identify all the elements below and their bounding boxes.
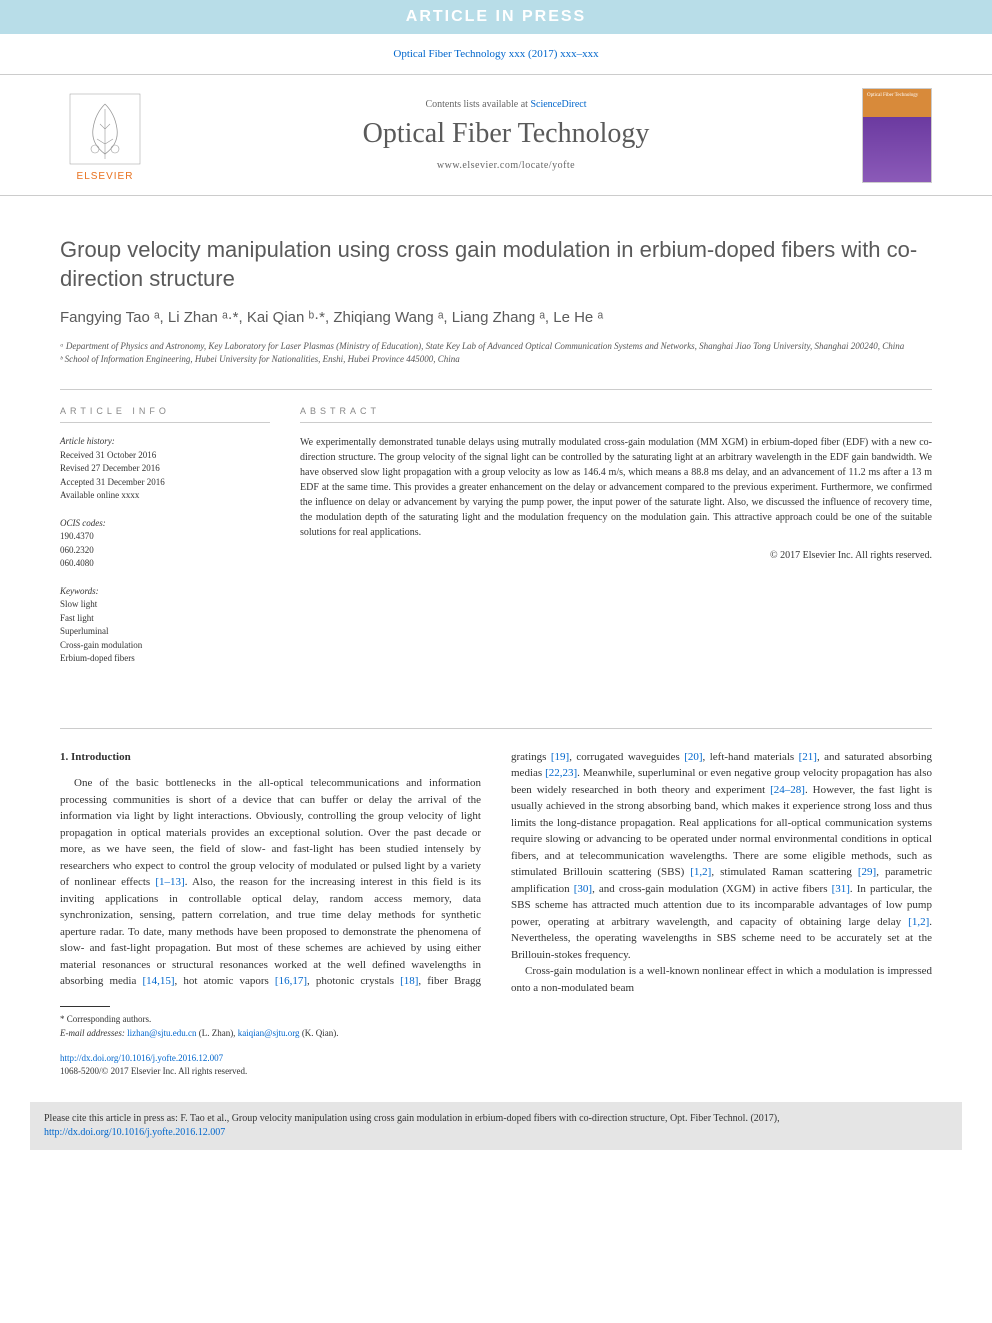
introduction-heading: 1. Introduction bbox=[60, 749, 481, 766]
keyword-4: Cross-gain modulation bbox=[60, 639, 270, 653]
citation-30[interactable]: [30] bbox=[574, 883, 592, 895]
article-info-heading: ARTICLE INFO bbox=[60, 406, 270, 423]
email-2-name: (K. Qian). bbox=[300, 1028, 339, 1038]
ocis-code-3: 060.4080 bbox=[60, 557, 270, 571]
citation-29[interactable]: [29] bbox=[858, 866, 876, 878]
abstract-heading: ABSTRACT bbox=[300, 406, 932, 423]
email-line: E-mail addresses: lizhan@sjtu.edu.cn (L.… bbox=[60, 1027, 436, 1041]
revised-date: Revised 27 December 2016 bbox=[60, 462, 270, 476]
contents-prefix: Contents lists available at bbox=[425, 99, 530, 110]
footnote-divider bbox=[60, 1006, 110, 1007]
citation-1-2[interactable]: [1,2] bbox=[690, 866, 711, 878]
header-center: Contents lists available at ScienceDirec… bbox=[150, 99, 862, 171]
issn-copyright: 1068-5200/© 2017 Elsevier Inc. All right… bbox=[60, 1065, 932, 1078]
online-date: Available online xxxx bbox=[60, 489, 270, 503]
article-title: Group velocity manipulation using cross … bbox=[60, 236, 932, 293]
article-header-block: Group velocity manipulation using cross … bbox=[0, 196, 992, 700]
keyword-3: Superluminal bbox=[60, 625, 270, 639]
text-segment: , stimulated Raman scattering bbox=[711, 866, 858, 878]
citation-1-2b[interactable]: [1,2] bbox=[908, 916, 929, 928]
abstract-column: ABSTRACT We experimentally demonstrated … bbox=[300, 406, 932, 680]
author-list: Fangying Tao ᵃ, Li Zhan ᵃ·*, Kai Qian ᵇ·… bbox=[60, 309, 932, 326]
sciencedirect-link[interactable]: ScienceDirect bbox=[530, 99, 586, 110]
corresponding-author-note: * Corresponding authors. bbox=[60, 1013, 436, 1027]
text-segment: One of the basic bottlenecks in the all-… bbox=[60, 777, 481, 888]
journal-name: Optical Fiber Technology bbox=[150, 118, 862, 150]
citation-1-13[interactable]: [1–13] bbox=[155, 876, 184, 888]
journal-homepage-url[interactable]: www.elsevier.com/locate/yofte bbox=[150, 160, 862, 171]
keyword-1: Slow light bbox=[60, 598, 270, 612]
elsevier-tree-icon bbox=[65, 89, 145, 169]
journal-cover-thumbnail[interactable] bbox=[862, 88, 932, 183]
text-segment: , corrugated waveguides bbox=[569, 751, 684, 763]
text-segment: , and cross-gain modulation (XGM) in act… bbox=[592, 883, 832, 895]
text-segment: . Also, the reason for the increasing in… bbox=[60, 876, 481, 987]
citation-14-15[interactable]: [14,15] bbox=[142, 975, 174, 987]
email-label: E-mail addresses: bbox=[60, 1028, 127, 1038]
abstract-text: We experimentally demonstrated tunable d… bbox=[300, 435, 932, 540]
citation-20[interactable]: [20] bbox=[684, 751, 702, 763]
journal-header: ELSEVIER Contents lists available at Sci… bbox=[0, 74, 992, 196]
received-date: Received 31 October 2016 bbox=[60, 449, 270, 463]
citation-31[interactable]: [31] bbox=[832, 883, 850, 895]
citation-22-23[interactable]: [22,23] bbox=[545, 767, 577, 779]
article-in-press-banner: ARTICLE IN PRESS bbox=[0, 0, 992, 34]
contents-list-line: Contents lists available at ScienceDirec… bbox=[150, 99, 862, 110]
keywords-block: Keywords: Slow light Fast light Superlum… bbox=[60, 585, 270, 666]
ocis-code-1: 190.4370 bbox=[60, 530, 270, 544]
email-1-name: (L. Zhan), bbox=[196, 1028, 237, 1038]
affiliation-a: ᵃ Department of Physics and Astronomy, K… bbox=[60, 340, 932, 353]
main-text-columns: 1. Introduction One of the basic bottlen… bbox=[0, 729, 992, 1007]
cite-doi-link[interactable]: http://dx.doi.org/10.1016/j.yofte.2016.1… bbox=[44, 1127, 225, 1138]
doi-link[interactable]: http://dx.doi.org/10.1016/j.yofte.2016.1… bbox=[60, 1052, 932, 1065]
info-abstract-row: ARTICLE INFO Article history: Received 3… bbox=[60, 389, 932, 680]
text-segment: . However, the fast light is usually ach… bbox=[511, 784, 932, 879]
citation-16-17[interactable]: [16,17] bbox=[275, 975, 307, 987]
affiliations: ᵃ Department of Physics and Astronomy, K… bbox=[60, 340, 932, 365]
cite-this-article-box: Please cite this article in press as: F.… bbox=[30, 1102, 962, 1150]
citation-19[interactable]: [19] bbox=[551, 751, 569, 763]
publisher-name: ELSEVIER bbox=[77, 171, 134, 182]
email-2[interactable]: kaiqian@sjtu.org bbox=[238, 1028, 300, 1038]
article-history-block: Article history: Received 31 October 201… bbox=[60, 435, 270, 503]
intro-paragraph-1: One of the basic bottlenecks in the all-… bbox=[60, 749, 932, 997]
keyword-5: Erbium-doped fibers bbox=[60, 652, 270, 666]
keyword-2: Fast light bbox=[60, 612, 270, 626]
ocis-code-2: 060.2320 bbox=[60, 544, 270, 558]
cite-prefix: Please cite this article in press as: F.… bbox=[44, 1113, 780, 1124]
journal-reference: Optical Fiber Technology xxx (2017) xxx–… bbox=[0, 34, 992, 74]
publisher-logo[interactable]: ELSEVIER bbox=[60, 85, 150, 185]
abstract-copyright: © 2017 Elsevier Inc. All rights reserved… bbox=[300, 550, 932, 561]
text-segment: , hot atomic vapors bbox=[175, 975, 275, 987]
affiliation-b: ᵇ School of Information Engineering, Hub… bbox=[60, 353, 932, 366]
article-info-column: ARTICLE INFO Article history: Received 3… bbox=[60, 406, 270, 680]
footnotes: * Corresponding authors. E-mail addresse… bbox=[0, 1006, 496, 1052]
ocis-codes-block: OCIS codes: 190.4370 060.2320 060.4080 bbox=[60, 517, 270, 571]
citation-18[interactable]: [18] bbox=[400, 975, 418, 987]
keywords-label: Keywords: bbox=[60, 585, 270, 599]
citation-24-28[interactable]: [24–28] bbox=[770, 784, 805, 796]
text-segment: , left-hand materials bbox=[703, 751, 799, 763]
text-segment: , photonic crystals bbox=[307, 975, 400, 987]
intro-paragraph-2: Cross-gain modulation is a well-known no… bbox=[511, 963, 932, 996]
citation-21[interactable]: [21] bbox=[799, 751, 817, 763]
ocis-label: OCIS codes: bbox=[60, 517, 270, 531]
email-1[interactable]: lizhan@sjtu.edu.cn bbox=[127, 1028, 196, 1038]
history-label: Article history: bbox=[60, 435, 270, 449]
doi-block: http://dx.doi.org/10.1016/j.yofte.2016.1… bbox=[0, 1052, 992, 1091]
accepted-date: Accepted 31 December 2016 bbox=[60, 476, 270, 490]
